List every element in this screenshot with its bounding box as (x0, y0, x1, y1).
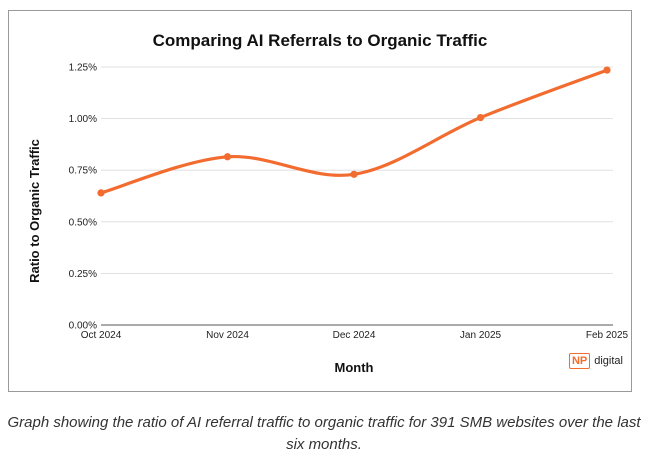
figure-caption: Graph showing the ratio of AI referral t… (7, 414, 641, 453)
x-tick-label: Feb 2025 (586, 330, 629, 341)
x-tick-labels: Oct 2024 Nov 2024 Dec 2024 Jan 2025 Feb 2025 (81, 330, 629, 341)
y-tick-label: 0.50% (69, 217, 97, 228)
gridlines (101, 66, 613, 326)
x-axis-label: Month (335, 360, 374, 375)
y-tick-labels: 0.00% 0.25% 0.50% 0.75% 1.00% 1.25% (69, 63, 97, 332)
data-point-jan-2025 (476, 113, 485, 122)
data-point-dec-2024 (350, 170, 358, 178)
x-tick-label: Dec 2024 (333, 330, 376, 341)
y-tick-label: 1.00% (69, 114, 97, 125)
data-point-feb-2025 (603, 66, 611, 74)
y-axis-label: Ratio to Organic Traffic (27, 139, 42, 283)
data-point-nov-2024 (223, 153, 232, 161)
x-tick-label: Oct 2024 (81, 330, 122, 341)
data-points (97, 66, 611, 197)
x-tick-label: Jan 2025 (460, 330, 502, 341)
x-tick-label: Nov 2024 (206, 330, 249, 341)
np-digital-logo: NP digital (568, 353, 623, 369)
chart-title: Comparing AI Referrals to Organic Traffi… (152, 31, 488, 50)
logo-mark: NP (568, 353, 591, 369)
y-tick-label: 0.25% (69, 269, 97, 280)
data-point-oct-2024 (97, 189, 105, 197)
y-tick-label: 1.25% (69, 63, 97, 74)
y-tick-label: 0.00% (69, 321, 97, 332)
chart-frame: Comparing AI Referrals to Organic Traffi… (8, 10, 632, 392)
line-chart: 0.00% 0.25% 0.50% 0.75% 1.00% 1.25% Oct 2024 N… (27, 63, 629, 376)
logo-text: digital (594, 355, 623, 367)
y-tick-label: 0.75% (69, 166, 97, 177)
